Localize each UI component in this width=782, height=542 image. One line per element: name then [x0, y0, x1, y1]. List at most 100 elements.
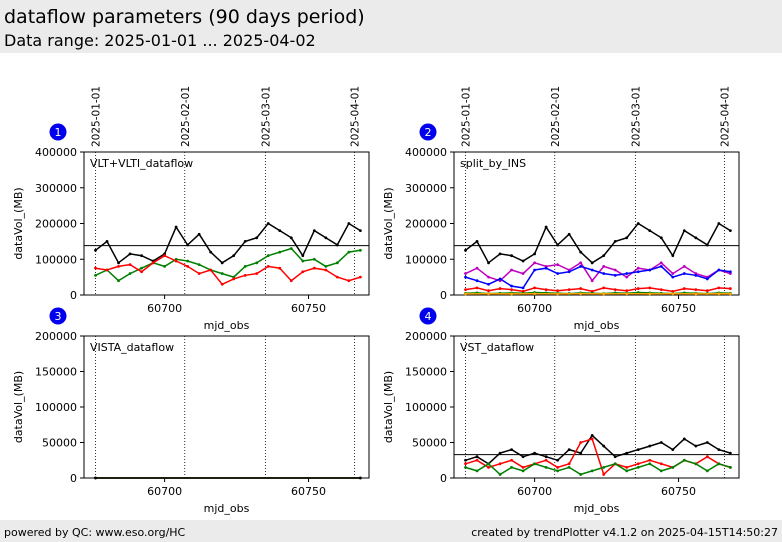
data-point — [694, 273, 698, 277]
data-point — [475, 458, 479, 462]
data-point — [312, 229, 316, 233]
data-point — [289, 247, 293, 250]
data-point — [94, 273, 97, 277]
data-point — [510, 448, 513, 451]
panel-number-badge — [419, 123, 437, 141]
panel-number-label: 4 — [425, 310, 432, 323]
y-axis-label: dataVol_(MB) — [12, 187, 25, 259]
data-point — [186, 243, 190, 247]
y-tick-label: 0 — [70, 289, 77, 302]
data-point — [266, 265, 270, 268]
data-point — [358, 476, 362, 480]
data-point — [128, 263, 132, 267]
data-point — [209, 268, 213, 272]
data-point — [671, 448, 675, 451]
data-point — [140, 266, 143, 270]
date-marker-label: 2025-02-01 — [550, 86, 562, 147]
panel-number-badge — [49, 123, 67, 141]
data-point — [289, 236, 293, 240]
data-point — [487, 282, 490, 286]
data-point — [266, 254, 270, 258]
data-point — [197, 263, 201, 267]
data-point — [510, 292, 513, 296]
panel-annotation: VISTA_dataflow — [90, 341, 174, 354]
plot-frame — [83, 335, 370, 479]
data-point — [671, 254, 675, 258]
data-point — [347, 222, 351, 225]
data-point — [533, 292, 537, 296]
data-point — [613, 288, 617, 292]
data-point — [186, 265, 190, 268]
data-point — [567, 448, 571, 451]
data-point — [220, 282, 224, 286]
data-point — [301, 270, 305, 274]
data-point — [544, 458, 548, 462]
data-point — [347, 279, 351, 283]
chart-panel-3: 0 50000 100000 150000 200000 60700 60750 mjd_ob… — [12, 307, 370, 515]
data-point — [521, 259, 525, 263]
panel-annotation: VST_dataflow — [460, 341, 534, 354]
data-point — [636, 462, 640, 466]
data-point — [556, 465, 560, 469]
data-point — [487, 465, 490, 469]
y-tick-label: 0 — [70, 472, 77, 485]
y-tick-label: 300000 — [405, 182, 447, 195]
data-point — [659, 265, 663, 268]
data-point — [579, 265, 583, 268]
data-point — [705, 469, 709, 473]
panel-number-label: 3 — [55, 310, 62, 323]
data-point — [94, 266, 97, 270]
data-point — [128, 272, 132, 275]
y-axis-label: dataVol_(MB) — [382, 187, 395, 259]
data-point — [278, 229, 282, 233]
data-point — [105, 239, 109, 243]
data-point — [220, 261, 224, 265]
data-point — [613, 239, 617, 243]
data-point — [464, 288, 467, 292]
data-point — [648, 444, 652, 448]
data-point — [335, 243, 339, 247]
panel-annotation: VLT+VLTI_dataflow — [90, 157, 193, 170]
x-tick-label: 60700 — [517, 302, 552, 315]
charts-canvas: 2025-01-01 2025-02-01 2025-03-01 2025-04-01… — [12, 86, 740, 515]
data-point — [487, 275, 490, 279]
y-tick-label: 150000 — [35, 366, 77, 379]
data-point — [717, 286, 721, 290]
y-tick-label: 0 — [440, 472, 447, 485]
data-point — [602, 465, 606, 469]
data-point — [255, 272, 259, 275]
data-point — [487, 261, 490, 265]
panel-number-label: 1 — [55, 126, 62, 139]
data-point — [289, 279, 293, 283]
data-point — [659, 261, 663, 265]
data-point — [243, 273, 247, 277]
data-point — [117, 279, 120, 283]
data-point — [232, 254, 236, 258]
data-point — [475, 279, 479, 283]
data-point — [728, 229, 732, 233]
data-point — [544, 225, 548, 229]
y-tick-label: 100000 — [405, 253, 447, 266]
data-point — [464, 292, 467, 296]
data-point — [301, 259, 305, 263]
data-point — [510, 458, 513, 462]
chart-panel-2: 2025-01-01 2025-02-01 2025-03-01 2025-04-01… — [382, 86, 740, 332]
y-tick-label: 150000 — [405, 366, 447, 379]
data-point — [498, 462, 502, 466]
data-point — [705, 455, 709, 459]
y-tick-label: 400000 — [405, 146, 447, 159]
data-point — [255, 261, 259, 265]
data-point — [533, 252, 537, 256]
y-tick-label: 100000 — [35, 401, 77, 414]
data-point — [659, 441, 663, 444]
data-point — [705, 441, 709, 444]
data-point — [567, 288, 571, 292]
data-point — [590, 437, 594, 441]
data-point — [728, 465, 732, 469]
series-line-red — [465, 287, 731, 293]
data-point — [728, 270, 732, 274]
data-point — [602, 292, 606, 296]
data-point — [544, 288, 548, 292]
data-point — [602, 272, 606, 275]
data-point — [659, 288, 663, 292]
